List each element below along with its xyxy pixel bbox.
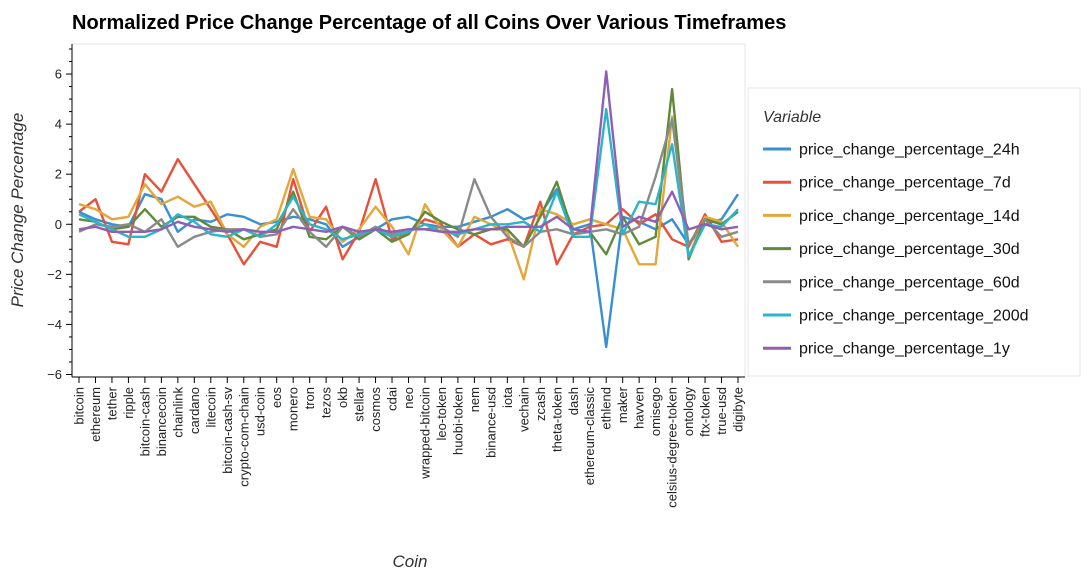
x-tick-label: tron [302, 387, 317, 409]
x-tick-label: huobi-token [450, 387, 465, 455]
legend-label: price_change_percentage_14d [799, 208, 1020, 225]
legend-label: price_change_percentage_60d [799, 274, 1020, 291]
legend-label: price_change_percentage_7d [799, 175, 1011, 192]
y-tick-label: 6 [55, 67, 62, 82]
x-tick-label: true-usd [714, 387, 729, 435]
x-tick-label: binance-usd [483, 387, 498, 458]
legend-title: Variable [763, 109, 821, 126]
x-tick-label: okb [335, 387, 350, 408]
x-tick-label: cardano [187, 387, 202, 434]
x-tick-label: bitcoin-cash-sv [220, 387, 235, 474]
x-tick-label: ftx-token [698, 387, 713, 437]
y-tick-label: −4 [47, 317, 62, 332]
legend-items: price_change_percentage_24h price_change_… [763, 142, 1029, 358]
series-line-price-change-percentage-24h [78, 187, 740, 349]
y-tick-label: 2 [55, 167, 62, 182]
series-line-price-change-percentage-1y [78, 70, 739, 234]
x-tick-label: maker [615, 386, 630, 423]
x-tick-label: ontology [681, 387, 696, 437]
y-tick-label: −2 [47, 267, 62, 282]
y-tick-label: 0 [55, 217, 62, 232]
x-tick-label: havven [632, 387, 647, 429]
x-tick-label: bitcoin-cash [137, 387, 152, 456]
y-tick-label: −6 [47, 367, 62, 382]
x-tick-label: vechain [516, 387, 531, 432]
x-tick-label: ethereum-classic [582, 387, 597, 486]
x-tick-label: eos [269, 387, 284, 408]
legend-box [747, 87, 1081, 377]
x-tick-label: tether [104, 386, 119, 420]
plot-area [71, 43, 746, 378]
x-tick-label: neo [401, 387, 416, 409]
x-tick-label: cosmos [368, 387, 383, 432]
legend-label: price_change_percentage_30d [799, 241, 1020, 258]
x-tick-label: usd-coin [253, 387, 268, 436]
x-tick-label: ripple [121, 387, 136, 419]
x-tick-label: theta-token [549, 387, 564, 452]
x-tick-label: omisego [648, 387, 663, 436]
y-axis: −6 −4 −2 0 2 4 6 [47, 44, 73, 382]
x-tick-label: ethereum [88, 387, 103, 442]
x-axis: bitcoin ethereum tether ripple bitcoin-cash b… [72, 376, 746, 508]
legend-label: price_change_percentage_200d [799, 308, 1029, 325]
y-axis-label: Price Change Percentage [8, 113, 27, 308]
x-tick-label: litecoin [203, 387, 218, 427]
series-lines [78, 70, 740, 349]
series-line-price-change-percentage-14d [78, 115, 740, 281]
legend: Variable price_change_percentage_24hpric… [747, 87, 1081, 377]
legend-label: price_change_percentage_24h [799, 142, 1020, 159]
x-tick-label: iota [500, 386, 515, 408]
x-tick-label: celsius-degree-token [665, 387, 680, 508]
y-tick-label: 4 [55, 117, 62, 132]
x-tick-label: cdai [385, 387, 400, 411]
chart-title: Normalized Price Change Percentage of al… [72, 12, 786, 34]
x-tick-label: leo-token [434, 387, 449, 440]
x-tick-label: bitcoin [72, 387, 87, 425]
x-tick-label: crypto-com-chain [236, 387, 251, 487]
legend-label: price_change_percentage_1y [799, 341, 1010, 358]
x-tick-label: binancecoin [154, 387, 169, 456]
x-tick-label: monero [286, 387, 301, 431]
x-tick-label: ethlend [599, 387, 614, 430]
x-tick-label: digibyte [731, 387, 746, 432]
x-tick-label: zcash [533, 387, 548, 421]
x-axis-label: Coin [393, 552, 428, 571]
x-tick-label: chainlink [170, 387, 185, 438]
x-tick-label: nem [467, 387, 482, 412]
x-tick-label: wrapped-bitcoin [417, 387, 432, 480]
x-tick-label: dash [566, 387, 581, 415]
x-tick-label: tezos [319, 387, 334, 419]
x-tick-label: stellar [352, 386, 367, 421]
